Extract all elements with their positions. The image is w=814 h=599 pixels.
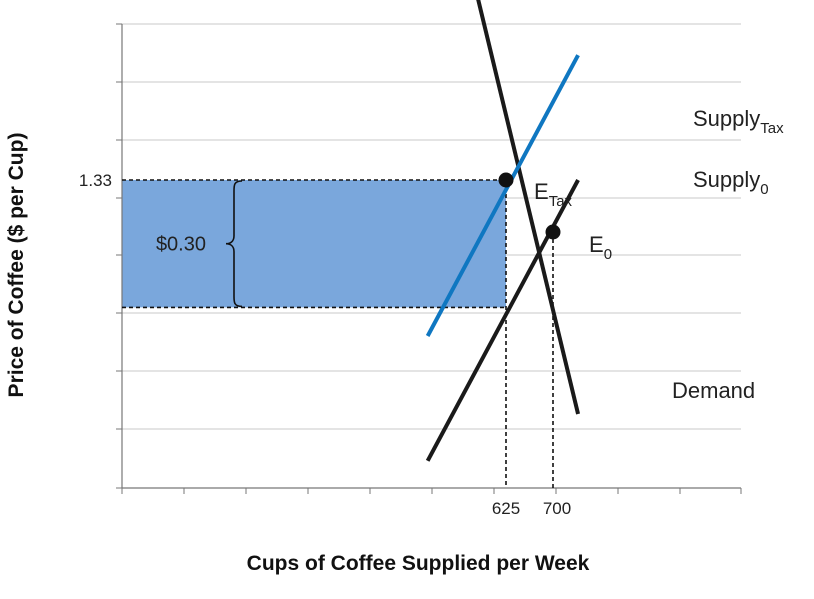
tax-revenue-area <box>122 180 506 308</box>
equilibrium-label-e-0: E0 <box>589 232 612 263</box>
equilibrium-point-1 <box>545 224 561 240</box>
equilibrium-dashed-lines <box>122 179 554 488</box>
line-demand <box>476 0 581 415</box>
series-label-supply-tax: SupplyTax <box>693 106 784 137</box>
x-tick-label-625: 625 <box>492 499 520 518</box>
x-axis-title: Cups of Coffee Supplied per Week <box>247 552 590 575</box>
equilibrium-point-0 <box>498 172 514 188</box>
y-axis-title: Price of Coffee ($ per Cup) <box>5 133 28 398</box>
y-tick-label-1-33: 1.33 <box>79 171 112 190</box>
tax-amount-label: $0.30 <box>156 234 206 256</box>
x-tick-label-700: 700 <box>543 499 571 518</box>
tax-brace-icon <box>225 180 243 308</box>
series-label-demand: Demand <box>672 378 755 403</box>
series-label-supply-0: Supply0 <box>693 167 769 198</box>
equilibrium-label-e-tax: ETax <box>534 179 573 210</box>
line-supply-tax <box>425 54 580 337</box>
axes <box>116 23 742 494</box>
equilibrium-points <box>498 172 561 240</box>
